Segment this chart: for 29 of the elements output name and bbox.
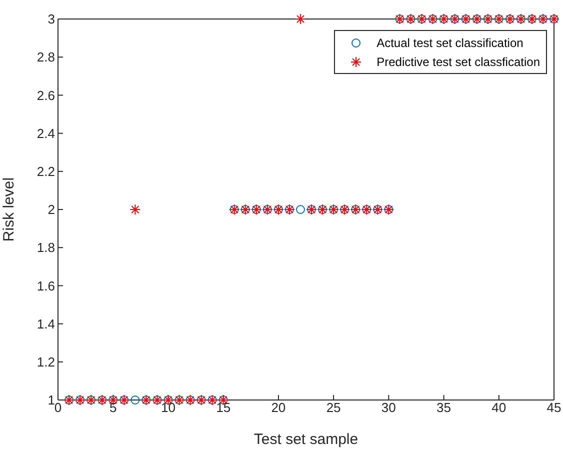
point (294, 14, 306, 24)
y-tick-label: 1 (48, 392, 55, 408)
y-tick-label: 2.8 (36, 50, 55, 65)
y-tick-label: 2.2 (36, 164, 55, 180)
y-tick-label: 2 (48, 202, 55, 218)
y-tick-label: 3 (48, 12, 55, 27)
legend-label: Actual test set classification (376, 36, 524, 50)
x-tick-label: 0 (54, 400, 62, 416)
x-tick-label: 35 (436, 400, 452, 416)
legend-label: Predictive test set classfication (376, 54, 540, 68)
x-axis-title: Test set sample (254, 431, 358, 448)
y-axis-title: Risk level (0, 177, 18, 242)
y-tick-label: 1.4 (36, 316, 55, 332)
x-tick-label: 5 (109, 400, 117, 416)
x-tick-label: 30 (381, 400, 396, 416)
x-tick-label: 40 (492, 400, 506, 416)
point (296, 205, 305, 214)
x-tick-label: 25 (326, 400, 341, 416)
y-tick-label: 1.2 (36, 354, 55, 370)
y-tick-label: 2.4 (36, 126, 55, 141)
x-tick-label: 20 (271, 400, 286, 416)
y-tick-label: 2.6 (36, 88, 55, 103)
y-tick-label: 1.8 (36, 240, 55, 256)
x-tick-label: 10 (160, 400, 176, 416)
x-tick-label: 15 (216, 400, 231, 416)
point (130, 396, 140, 404)
x-tick-label: 45 (546, 400, 562, 416)
y-tick-label: 1.6 (36, 278, 55, 294)
point (130, 204, 141, 215)
